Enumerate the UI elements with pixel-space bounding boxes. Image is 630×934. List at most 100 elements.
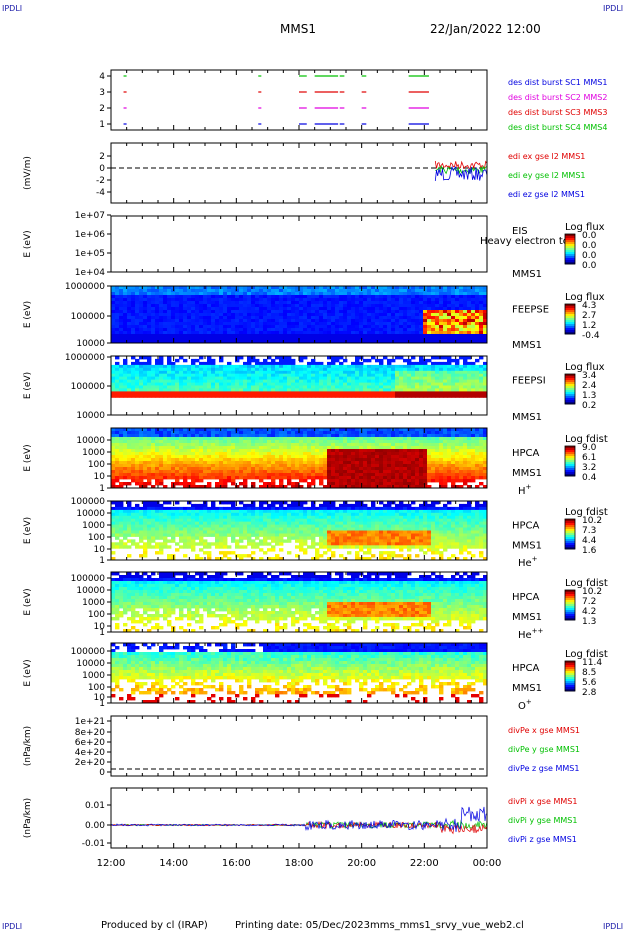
panel-feepse-pixel bbox=[395, 316, 400, 320]
panel-feepsi-pixel bbox=[267, 385, 272, 389]
panel-feepse-pixel bbox=[391, 310, 396, 314]
panel-feepse-pixel bbox=[399, 298, 404, 302]
panel-feepse-pixel bbox=[147, 310, 152, 314]
panel-feepse-pixel bbox=[251, 307, 256, 311]
panel-feepsi-pixel bbox=[283, 361, 288, 366]
panel-feepse-pixel bbox=[363, 325, 368, 329]
panel-feepsi-pixel bbox=[255, 382, 260, 386]
panel-feepsi-pixel bbox=[231, 379, 236, 383]
panel-feepse-pixel bbox=[211, 295, 216, 299]
panel-hpca_h-pixel bbox=[231, 461, 236, 465]
panel-feepse-pixel bbox=[115, 307, 120, 311]
panel-hpca_h-pixel bbox=[315, 455, 320, 459]
panel-feepse-pixel bbox=[167, 292, 172, 296]
panel-hpca_h-pixel bbox=[407, 446, 412, 450]
colorbar-step bbox=[565, 258, 575, 261]
panel-feepse-pixel bbox=[111, 319, 116, 323]
panel-hpca_h-pixel bbox=[251, 482, 256, 486]
panel-hpca_h-pixel bbox=[335, 434, 340, 438]
y-tick-label: 1e+04 bbox=[75, 268, 106, 278]
panel-hpca_h-pixel bbox=[199, 458, 204, 462]
panel-feepse-pixel bbox=[263, 331, 268, 335]
panel-feepse-pixel bbox=[223, 304, 228, 308]
panel-feepse-pixel bbox=[275, 316, 280, 320]
panel-hpca_h-pixel bbox=[215, 437, 220, 441]
panel-feepse-pixel bbox=[427, 295, 432, 299]
panel-feepsi-pixel bbox=[295, 382, 300, 386]
panel-hpca_h-pixel bbox=[323, 443, 328, 447]
panel-feepse-pixel bbox=[311, 340, 316, 344]
panel-feepse-pixel bbox=[407, 304, 412, 308]
colorbar-step bbox=[565, 236, 575, 239]
panel-feepsi-pixel bbox=[355, 385, 360, 389]
panel-feepsi-pixel bbox=[203, 394, 208, 398]
panel-hpca_h-pixel bbox=[423, 455, 428, 459]
panel-hpca_h-pixel bbox=[387, 446, 392, 450]
panel-feepse-pixel bbox=[379, 313, 384, 317]
panel-hpca_h-pixel bbox=[227, 470, 232, 474]
panel-hpca_h-pixel bbox=[263, 452, 268, 456]
panel-feepse-pixel bbox=[199, 310, 204, 314]
panel-feepsi-pixel bbox=[347, 364, 352, 369]
panel-hpca_h-pixel bbox=[295, 440, 300, 444]
panel-feepse-pixel bbox=[379, 337, 384, 341]
panel-feepse-pixel bbox=[323, 307, 328, 311]
panel-feepsi-pixel bbox=[351, 382, 356, 386]
panel-feepse-pixel bbox=[223, 322, 228, 326]
panel-hpca_h-pixel bbox=[239, 455, 244, 459]
panel-hpca_h-pixel bbox=[151, 461, 156, 465]
panel-feepse-pixel bbox=[255, 328, 260, 332]
panel-hpca_h-pixel bbox=[395, 443, 400, 447]
panel-feepse-pixel bbox=[435, 307, 440, 311]
panel-feepse-pixel bbox=[283, 289, 288, 293]
colorbar-step bbox=[565, 234, 575, 237]
panel-feepse-pixel bbox=[147, 319, 152, 323]
panel-hpca_h-pixel bbox=[143, 452, 148, 456]
panel-feepse-pixel bbox=[443, 298, 448, 302]
panel-feepsi-pixel bbox=[123, 388, 128, 392]
panel-feepsi-pixel bbox=[123, 382, 128, 386]
panel-feepsi-pixel bbox=[175, 388, 180, 392]
panel-hpca_h-pixel bbox=[315, 476, 320, 480]
panel-feepsi-pixel bbox=[279, 361, 284, 366]
panel-hpca_h-pixel bbox=[195, 470, 200, 474]
panel-feepse-pixel bbox=[299, 340, 304, 344]
panel-feepsi-pixel bbox=[399, 388, 404, 392]
panel-feepse-pixel bbox=[431, 322, 436, 326]
panel-feepse-pixel bbox=[483, 298, 488, 302]
panel-feepse-pixel bbox=[327, 316, 332, 320]
panel-feepse-pixel bbox=[403, 289, 408, 293]
panel-feepse-pixel bbox=[167, 322, 172, 326]
panel-hpca_h-pixel bbox=[383, 473, 388, 477]
panel-hpca_h-pixel bbox=[179, 455, 184, 459]
panel-hpca_h-pixel bbox=[371, 428, 376, 432]
panel-feepsi-pixel bbox=[419, 361, 424, 366]
panel-hpca_h-pixel bbox=[443, 443, 448, 447]
panel-hpca_h-pixel bbox=[275, 443, 280, 447]
colorbar-step bbox=[565, 322, 575, 325]
panel-feepsi-pixel bbox=[299, 382, 304, 386]
panel-feepse-pixel bbox=[235, 289, 240, 293]
panel-hpca_h-pixel bbox=[179, 476, 184, 480]
panel-hpca_h-pixel bbox=[299, 461, 304, 465]
panel-feepse-pixel bbox=[179, 316, 184, 320]
panel-feepse-pixel bbox=[447, 331, 452, 335]
panel-hpca_h-pixel bbox=[351, 428, 356, 432]
panel-feepsi-pixel bbox=[175, 391, 180, 395]
panel-hpca_h-pixel bbox=[423, 467, 428, 471]
panel-feepse-pixel bbox=[331, 292, 336, 296]
panel-feepse-pixel bbox=[299, 310, 304, 314]
panel-feepse-pixel bbox=[399, 286, 404, 290]
panel-feepsi-pixel bbox=[175, 376, 180, 380]
panel-feepse-pixel bbox=[475, 310, 480, 314]
panel-hpca_h-pixel bbox=[215, 476, 220, 480]
panel-feepse-pixel bbox=[475, 316, 480, 320]
panel-hpca_h-pixel bbox=[111, 434, 116, 438]
panel-feepse-pixel bbox=[391, 304, 396, 308]
panel-feepse-pixel bbox=[343, 292, 348, 296]
panel-feepse-pixel bbox=[195, 337, 200, 341]
panel-feepsi-pixel bbox=[291, 364, 296, 369]
panel-hpca_h-pixel bbox=[259, 434, 264, 438]
panel-feepse-pixel bbox=[155, 328, 160, 332]
panel-hpca_h-pixel bbox=[271, 479, 276, 483]
